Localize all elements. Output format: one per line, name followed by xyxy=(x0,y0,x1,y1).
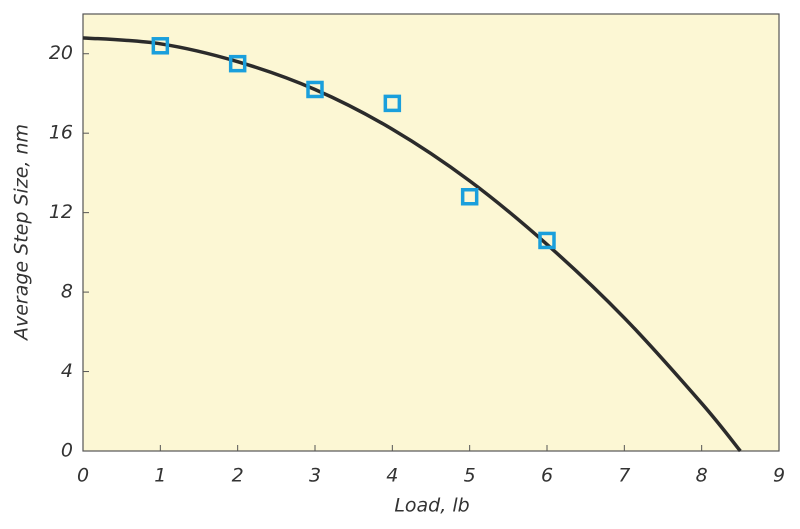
y-axis-label: Average Step Size, nm xyxy=(11,124,33,342)
y-tick-label: 0 xyxy=(61,440,73,462)
x-tick-label: 2 xyxy=(232,465,244,487)
fit-curve xyxy=(82,36,742,453)
y-tick-label: 20 xyxy=(49,42,73,64)
x-tick-label: 5 xyxy=(464,465,476,487)
plot-area xyxy=(82,13,780,452)
data-point xyxy=(151,37,170,55)
data-point xyxy=(460,187,479,206)
data-point xyxy=(306,80,324,99)
data-point xyxy=(383,94,402,113)
y-tick-label: 4 xyxy=(61,360,73,382)
x-tick-label: 8 xyxy=(696,465,708,487)
x-tick-label: 7 xyxy=(618,465,630,487)
y-tick-label: 16 xyxy=(49,122,73,144)
x-tick-label: 9 xyxy=(773,465,785,487)
x-axis-label: Load, lb xyxy=(394,495,469,517)
x-tick-label: 1 xyxy=(154,465,166,487)
y-tick-label: 8 xyxy=(61,281,73,303)
x-tick-label: 0 xyxy=(77,465,89,487)
x-tick-label: 6 xyxy=(541,465,553,487)
x-tick-label: 3 xyxy=(309,465,321,487)
y-tick-label: 12 xyxy=(49,201,73,223)
x-tick-label: 4 xyxy=(386,465,398,487)
data-point xyxy=(228,54,247,73)
data-point xyxy=(538,231,556,250)
